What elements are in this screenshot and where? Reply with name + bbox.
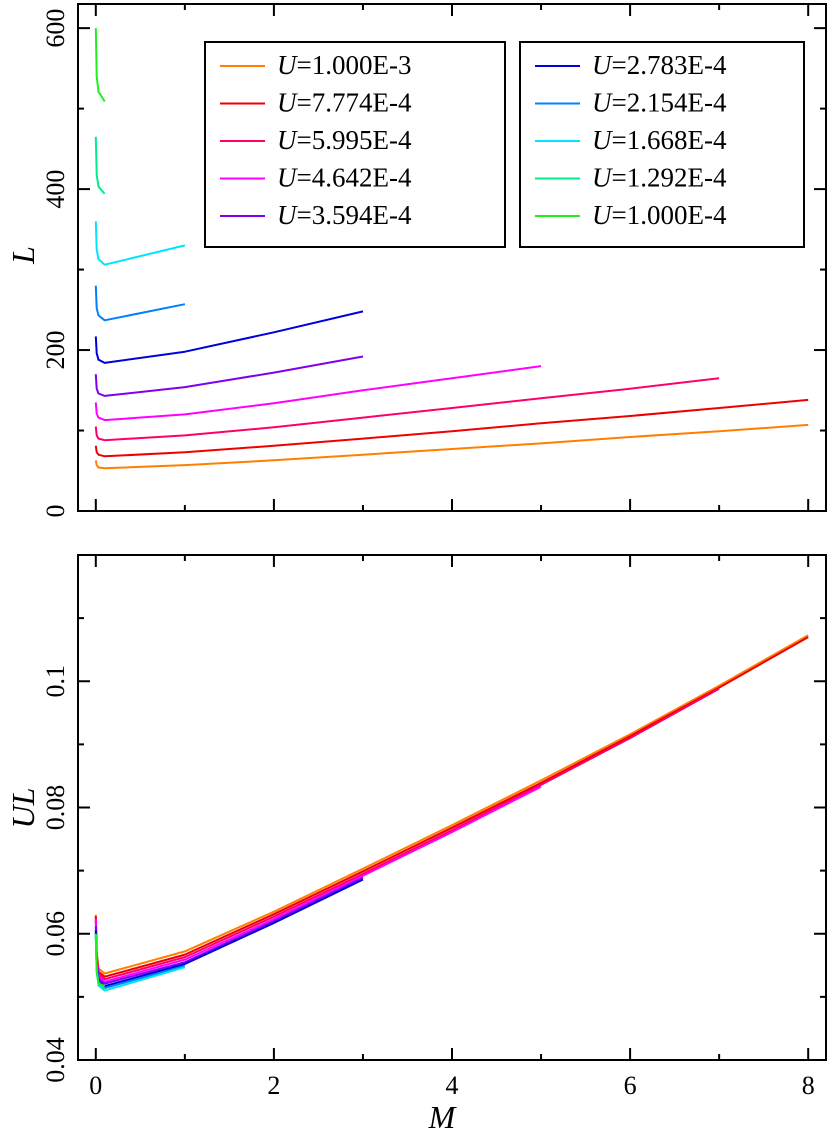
legend-entry: U=1.000E-4 <box>592 200 727 230</box>
y-axis-label: UL <box>5 788 41 829</box>
series-line-4 <box>94 355 364 397</box>
legend-entry: U=5.995E-4 <box>277 125 412 155</box>
series-line-3 <box>94 365 542 422</box>
series-line-2 <box>94 687 720 981</box>
bottom-panel: 0.04 0.06 0.08 0.1 0 2 4 6 8 UL M <box>5 554 827 1135</box>
legend-entry: U=1.292E-4 <box>592 163 727 193</box>
legend-entry: U=2.154E-4 <box>592 88 727 118</box>
legend-box-0: U=1.000E-3 U=7.774E-4 U=5.995E-4 U=4.642E-4… <box>204 41 506 248</box>
series-line-6 <box>94 285 186 322</box>
x-tick-label: 2 <box>267 1071 280 1100</box>
series-line-2 <box>94 377 720 442</box>
legend-frame <box>519 41 805 248</box>
series-line-8 <box>94 136 106 195</box>
series-group <box>94 634 809 992</box>
x-tick-label: 8 <box>802 1071 815 1100</box>
y-tick-label: 600 <box>41 9 70 48</box>
y-tick-label: 0 <box>41 505 70 518</box>
y-tick-label: 0.04 <box>41 1037 70 1083</box>
y-axis-label: L <box>5 246 41 265</box>
tick-marks <box>78 4 826 512</box>
y-tick-label: 0.1 <box>41 665 70 698</box>
legend-entry: U=4.642E-4 <box>277 163 412 193</box>
series-line-1 <box>94 398 809 458</box>
y-tick-label: 400 <box>41 170 70 209</box>
series-line-7 <box>94 221 186 266</box>
legend-box-1: U=2.783E-4 U=2.154E-4 U=1.668E-4 U=1.292E-4… <box>519 41 805 248</box>
legend-entry: U=3.594E-4 <box>277 200 412 230</box>
series-line-9 <box>94 28 106 102</box>
series-line-9 <box>94 933 106 988</box>
series-line-0 <box>94 423 809 470</box>
series-group <box>94 28 809 470</box>
top-panel: 0 200 400 600 L U=1.000E-3 U=7.774E-4 U=5.995E-… <box>5 3 827 518</box>
y-tick-label: 200 <box>41 331 70 370</box>
x-axis-label: M <box>428 1099 458 1135</box>
series-line-1 <box>94 636 809 978</box>
legend-entry: U=1.000E-3 <box>277 50 411 80</box>
legend-entry: U=2.783E-4 <box>592 50 727 80</box>
x-tick-label: 4 <box>446 1071 459 1100</box>
x-tick-label: 6 <box>624 1071 637 1100</box>
series-line-0 <box>94 634 809 975</box>
x-tick-label: 0 <box>89 1071 102 1100</box>
series-line-5 <box>94 310 364 364</box>
y-tick-label: 0.08 <box>41 785 70 831</box>
legend-frame <box>204 41 506 248</box>
legend-entry: U=1.668E-4 <box>592 125 727 155</box>
y-tick-label: 0.06 <box>41 911 70 957</box>
plot-frame <box>77 554 827 1061</box>
tick-marks <box>78 554 826 1061</box>
legend-entry: U=7.774E-4 <box>277 88 412 118</box>
